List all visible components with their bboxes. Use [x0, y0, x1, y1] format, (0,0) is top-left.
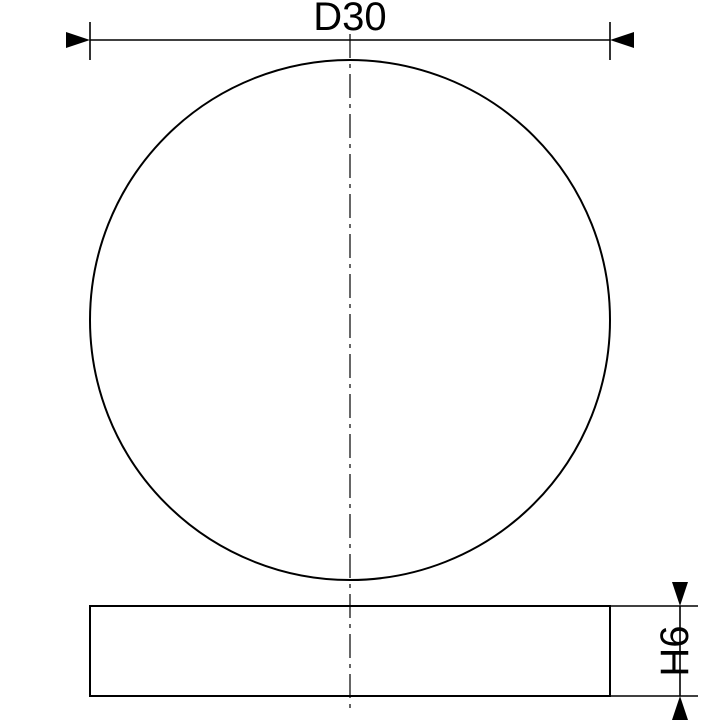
dim-d-label: D30: [313, 0, 386, 39]
technical-drawing: D30 H6: [0, 0, 720, 720]
dim-h-label: H6: [653, 625, 697, 676]
